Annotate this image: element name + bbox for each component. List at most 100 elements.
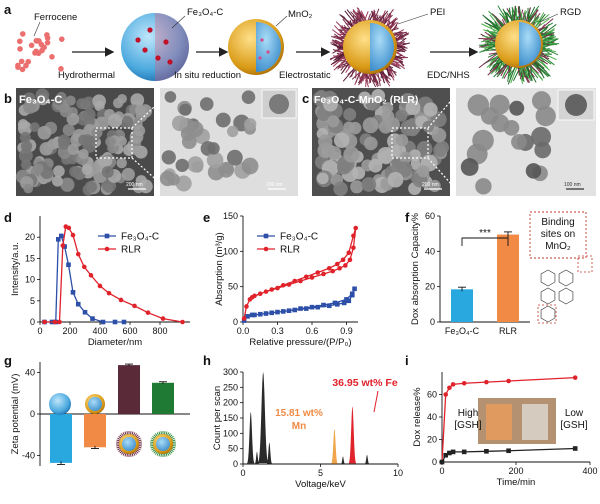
particle-icon-core [122,437,136,451]
scale-c1: 200 nm [422,182,439,188]
ferrocene-dot [19,66,26,73]
data-point [286,282,292,287]
data-point [447,385,452,391]
fe-dot [135,37,141,43]
fe-dot [155,55,161,61]
high-gsh-label: [GSH] [454,420,481,431]
x-tick-label: 10 [393,468,403,478]
data-point [42,319,47,325]
sem-particle [83,108,96,121]
tem-particles-c [460,91,556,195]
sem-particle [358,91,371,105]
data-point [252,312,257,318]
y-tick-label: 250 [223,382,238,392]
sem-particle [395,133,409,147]
zoom-line-c2 [427,157,461,195]
fe-dot [142,47,148,53]
coating-fiber [346,9,360,26]
data-point [70,290,76,295]
sem-particle [138,179,153,194]
data-point [118,297,124,303]
data-point [257,311,263,317]
data-point [298,278,303,284]
coating-fiber [534,18,550,30]
binding-site-box [537,304,557,324]
data-point [244,304,249,309]
high-gsh-label: High [458,408,479,419]
step-in-situ-reduction: In situ reduction [174,70,241,81]
y-tick-label: 100 [223,428,238,438]
coating-fiber [330,52,347,66]
tem-particle [207,142,220,155]
y-tick-label: 40 [427,412,437,422]
y-tick-label: 150 [223,211,238,221]
coating-fiber [496,63,510,78]
data-point [343,263,348,268]
sem-particle [121,167,135,181]
step-hydrothermal: Hydrothermal [58,70,115,81]
step-electrostatic: Electrostatic [279,70,331,81]
data-point [286,308,292,313]
y-tick-label: 15 [25,253,35,263]
tem-particle [187,156,204,173]
data-point [249,294,255,300]
data-point [88,273,94,278]
tem-particle [241,90,256,104]
tem-particle [511,134,527,150]
ferrocene-dot [58,66,64,72]
y-tick-label: 0 [432,457,437,467]
y-axis-label: Intensity/a.u. [10,242,21,296]
sem-particle [57,137,70,150]
y-tick-label: 300 [223,367,238,377]
sem-particle [107,113,123,129]
x-tick-label: 0 [37,326,42,336]
y-tick-label: 20 [427,435,437,445]
data-point [506,448,511,454]
coating-fiber [485,17,502,33]
coating-fiber [507,65,517,85]
sem-particles-b [15,88,153,196]
x-tick-label: 0.0 [237,326,250,336]
y-axis-label: Dox absorption Capacity% [410,212,421,324]
coating-fiber [500,62,509,77]
panel-e-label: e [203,210,210,225]
vial-high [486,404,512,440]
sem-particle [116,157,127,169]
y-tick-label: 0 [30,317,35,327]
bar [84,414,106,448]
coating-fiber [481,37,499,43]
vial-low [522,404,548,440]
data-point [341,300,347,306]
pei-pointer [397,13,429,25]
x-tick-label: 600 [122,326,137,336]
sem-particle [67,143,79,155]
particle-icon-core [49,393,71,415]
sem-particle [19,131,31,143]
sem-particle [327,115,340,128]
data-point [572,446,578,451]
tem-particle [222,162,234,175]
sem-particle [60,177,75,192]
y-axis-label: Dox release% [412,387,423,447]
sem-particle [349,121,362,135]
data-point [104,233,110,239]
sem-particle [20,159,32,170]
ferrocene-dot [44,35,51,41]
data-point [506,378,511,384]
tem-particle [531,91,552,111]
panel-g-label: g [4,353,12,368]
data-point [160,316,166,321]
data-point [447,450,452,456]
y-tick-label: 5 [30,296,35,306]
low-gsh-label: Low [565,408,584,419]
series-line [44,225,183,323]
x-axis-label: Diameter/nm [88,337,142,348]
tem-particle [525,163,542,179]
tem-particle [509,100,525,116]
data-point [344,297,349,302]
tem-particle [472,129,494,152]
fe3o4c-label: Fe₃O₄-C [187,7,223,18]
sem-particle [33,163,44,175]
coating-fiber [532,59,547,73]
sem-particle [343,146,360,163]
